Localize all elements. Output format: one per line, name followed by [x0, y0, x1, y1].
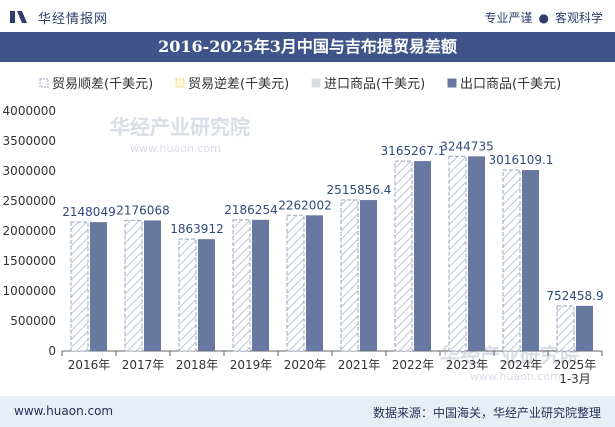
bar-chart: 华经产业研究院www.huaon.com华经产业研究院www.huaon.com…	[3, 76, 604, 386]
x-tick-label: 2021年	[338, 358, 381, 372]
y-tick-label: 2500000	[3, 194, 56, 208]
legend-label: 进口商品(千美元)	[324, 77, 425, 92]
bar-export	[144, 220, 161, 351]
bar-export	[468, 156, 485, 351]
top-bar: 华经情报网 专业严谨 ● 客观科学	[0, 0, 615, 32]
bar-export	[522, 170, 539, 351]
bar-export	[252, 219, 269, 351]
bar-trade-surplus	[340, 199, 359, 352]
x-tick-label: 2019年	[230, 358, 273, 372]
legend-swatch	[175, 78, 185, 88]
bar-trade-surplus	[502, 169, 521, 352]
data-label: 2148049	[62, 205, 115, 219]
bar-export	[414, 161, 431, 351]
x-tick-label: 2016年	[68, 358, 111, 372]
y-tick-label: 4000000	[3, 104, 56, 118]
x-tick-label: 1-3月	[559, 372, 591, 386]
tagline: 专业严谨 ● 客观科学	[484, 9, 603, 26]
y-tick-label: 3000000	[3, 164, 56, 178]
footer: www.huaon.com 数据来源：中国海关，华经产业研究院整理	[0, 396, 615, 427]
bar-trade-surplus	[178, 238, 197, 352]
bar-trade-surplus	[124, 219, 143, 352]
footer-source: 数据来源：中国海关，华经产业研究院整理	[372, 406, 601, 420]
x-tick-label: 2018年	[176, 358, 219, 372]
legend-swatch	[311, 78, 321, 88]
bar-export	[306, 215, 323, 351]
legend-swatch	[447, 78, 457, 88]
x-tick-label: 2022年	[392, 358, 435, 372]
chart-title: 2016-2025年3月中国与吉布提贸易差额	[0, 32, 615, 62]
separator-dot-icon: ●	[538, 11, 549, 25]
brand-name: 华经情报网	[38, 12, 109, 27]
x-tick-label: 2024年	[500, 358, 543, 372]
y-tick-label: 0	[48, 344, 56, 358]
bar-trade-surplus	[286, 214, 305, 352]
bar-trade-surplus	[556, 305, 575, 352]
footer-website[interactable]: www.huaon.com	[14, 404, 114, 418]
legend-swatch	[39, 78, 49, 88]
data-label: 2186254	[224, 203, 277, 217]
data-label: 3016109.1	[489, 153, 554, 167]
watermark-text: 华经产业研究院	[110, 115, 250, 139]
y-tick-label: 2000000	[3, 224, 56, 238]
bar-trade-surplus	[232, 219, 251, 352]
watermark-url: www.huaon.com	[470, 370, 561, 383]
data-label: 2176068	[116, 203, 169, 217]
brand-logo-icon	[10, 11, 27, 23]
legend-label: 贸易逆差(千美元)	[188, 76, 289, 92]
legend-label: 出口商品(千美元)	[460, 77, 561, 92]
bar-export	[90, 222, 107, 351]
tagline-objective: 客观科学	[554, 11, 603, 25]
data-label: 3244735	[440, 139, 493, 153]
x-tick-label: 2025年	[554, 358, 597, 372]
data-label: 3165267.1	[381, 144, 446, 158]
y-tick-label: 1500000	[3, 254, 56, 268]
y-tick-label: 1000000	[3, 284, 56, 298]
bar-trade-surplus	[448, 155, 467, 352]
legend-label: 贸易顺差(千美元)	[52, 77, 153, 92]
tagline-professional: 专业严谨	[484, 11, 533, 25]
bar-trade-surplus	[70, 221, 89, 352]
bar-export	[198, 239, 215, 351]
bar-export	[576, 305, 593, 351]
x-tick-label: 2023年	[446, 358, 489, 372]
x-tick-label: 2017年	[122, 358, 165, 372]
bar-export	[360, 200, 377, 351]
data-label: 1863912	[170, 222, 223, 236]
watermark-url: www.huaon.com	[130, 142, 221, 155]
data-label: 2515856.4	[327, 183, 392, 197]
y-tick-label: 3500000	[3, 134, 56, 148]
bar-trade-surplus	[394, 160, 413, 352]
y-tick-label: 500000	[10, 314, 56, 328]
x-tick-label: 2020年	[284, 358, 327, 372]
data-label: 2262002	[278, 198, 331, 212]
data-label: 752458.9	[546, 289, 603, 303]
